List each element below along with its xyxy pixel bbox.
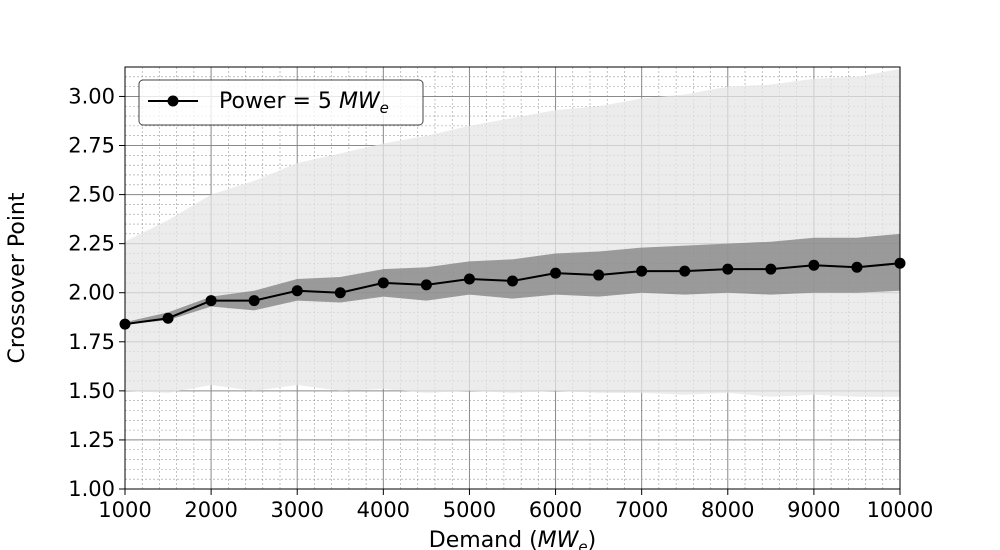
x-axis-label-text: Demand [429,528,522,550]
x-tick-label: 8000 [701,498,754,522]
legend-label-unit-sub: e [380,99,389,117]
y-tick-label: 2.50 [68,183,115,207]
data-point [679,265,691,277]
x-tick-label: 9000 [787,498,840,522]
y-tick-label: 2.25 [68,232,115,256]
axis-ticks: 1000 2000 3000 4000 5000 6000 7000 8000 9000 1000… [68,84,933,522]
data-point [808,259,820,271]
data-point [377,277,389,289]
data-point [550,267,562,279]
legend-marker-sample [167,95,179,107]
data-point [636,265,648,277]
outer-band [125,68,900,397]
y-tick-label: 2.75 [68,134,115,158]
legend: Power = 5 MWe [138,79,424,126]
y-tick-label: 3.00 [68,84,115,108]
data-point [463,273,475,285]
y-tick-label: 1.75 [68,330,115,354]
legend-label: Power = 5 MWe [219,89,389,117]
x-tick-label: 1000 [98,498,151,522]
y-tick-label: 1.00 [68,477,115,501]
x-axis-label: Demand (MWe) [429,528,596,550]
data-point [205,295,217,307]
x-tick-label: 3000 [270,498,323,522]
x-tick-label: 10000 [867,498,934,522]
x-tick-label: 7000 [615,498,668,522]
x-axis-unit: MW [538,528,580,550]
series-layer [119,257,906,330]
x-tick-label: 2000 [184,498,237,522]
legend-label-prefix: Power = 5 [219,89,339,114]
x-tick-label: 5000 [443,498,496,522]
data-point [248,295,260,307]
y-tick-label: 1.25 [68,428,115,452]
data-point [593,269,605,281]
y-tick-label: 2.00 [68,281,115,305]
data-point [420,279,432,291]
y-tick-label: 1.50 [68,379,115,403]
data-point [162,312,174,324]
x-tick-label: 4000 [357,498,410,522]
data-point [507,275,518,287]
legend-label-unit: MW [339,89,381,114]
x-axis-unit-sub: e [578,538,587,550]
plot-frame [124,66,901,490]
data-point [851,261,863,273]
legend-box [138,79,424,126]
data-point [722,263,734,275]
x-tick-label: 6000 [529,498,582,522]
data-point [291,285,303,297]
data-point [334,287,346,299]
y-axis-label: Crossover Point [5,192,30,363]
data-point [765,263,777,275]
